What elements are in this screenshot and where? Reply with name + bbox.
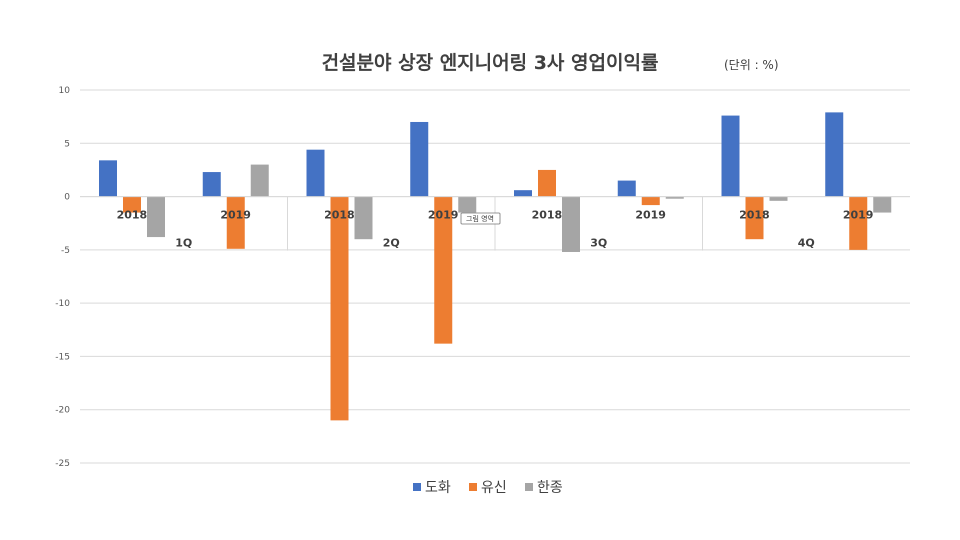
unit-label: (단위 : %) [724, 58, 779, 72]
legend-swatch [469, 483, 477, 491]
bar [434, 196, 453, 344]
bar [306, 149, 325, 197]
bar [721, 115, 740, 197]
tooltip-text: 그림 영역 [466, 214, 494, 223]
bar [250, 164, 269, 197]
legend-swatch [525, 483, 533, 491]
legend: 도화 유신 한종 [413, 480, 563, 496]
y-tick-label: 5 [64, 139, 70, 149]
bar [147, 196, 165, 238]
legend-label: 유신 [481, 480, 507, 496]
legend-swatch [413, 483, 421, 491]
plot-area-tooltip: 그림 영역 [460, 212, 501, 225]
bar [410, 121, 429, 197]
x-year-label: 2018 [739, 209, 770, 222]
bar [641, 196, 660, 206]
bar [849, 196, 868, 250]
bar [514, 190, 532, 197]
bar [354, 196, 373, 240]
y-tick-label: -15 [55, 352, 70, 362]
x-year-label: 2018 [324, 209, 355, 222]
bar [202, 172, 221, 197]
x-axis: 2018 2019 2018 2019 2018 2019 2018 2019 1Q 2Q 3Q 4Q [80, 196, 910, 251]
y-tick-label: 0 [64, 193, 70, 203]
bar [769, 196, 788, 201]
x-year-label: 2019 [220, 209, 251, 222]
bar [665, 196, 684, 199]
x-year-label: 2019 [428, 209, 459, 222]
x-year-label: 2019 [635, 209, 666, 222]
y-tick-label: 10 [59, 86, 71, 96]
legend-label: 한종 [537, 480, 563, 496]
y-axis: 10 5 0 -5 -10 -15 -20 -25 [55, 86, 70, 469]
x-year-label: 2019 [843, 209, 874, 222]
bar [873, 196, 892, 213]
y-tick-label: -10 [55, 299, 70, 309]
bar [562, 196, 580, 252]
x-quarter-label: 4Q [798, 237, 815, 250]
bar [123, 196, 141, 213]
y-tick-label: -25 [55, 459, 70, 469]
bar [226, 196, 245, 249]
x-quarter-label: 3Q [590, 237, 607, 250]
bars [99, 112, 892, 421]
x-year-label: 2018 [117, 209, 148, 222]
bar [745, 196, 764, 240]
y-tick-label: -20 [55, 406, 70, 416]
bar [538, 169, 556, 197]
y-tick-label: -5 [61, 246, 70, 256]
chart-title: 건설분야 상장 엔지니어링 3사 영업이익률 [321, 52, 659, 74]
bar [330, 196, 349, 421]
legend-label: 도화 [425, 480, 451, 496]
bar [458, 196, 477, 213]
bar [617, 180, 636, 197]
gridlines [80, 89, 910, 464]
bar [99, 160, 117, 197]
x-year-label: 2018 [532, 209, 563, 222]
x-quarter-label: 2Q [383, 237, 400, 250]
bar [825, 112, 844, 197]
tooltip-box [460, 212, 501, 225]
x-quarter-label: 1Q [175, 237, 192, 250]
